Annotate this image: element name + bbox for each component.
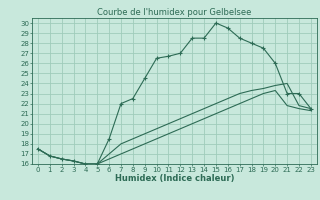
Title: Courbe de l'humidex pour Gelbelsee: Courbe de l'humidex pour Gelbelsee — [97, 8, 252, 17]
X-axis label: Humidex (Indice chaleur): Humidex (Indice chaleur) — [115, 174, 234, 183]
